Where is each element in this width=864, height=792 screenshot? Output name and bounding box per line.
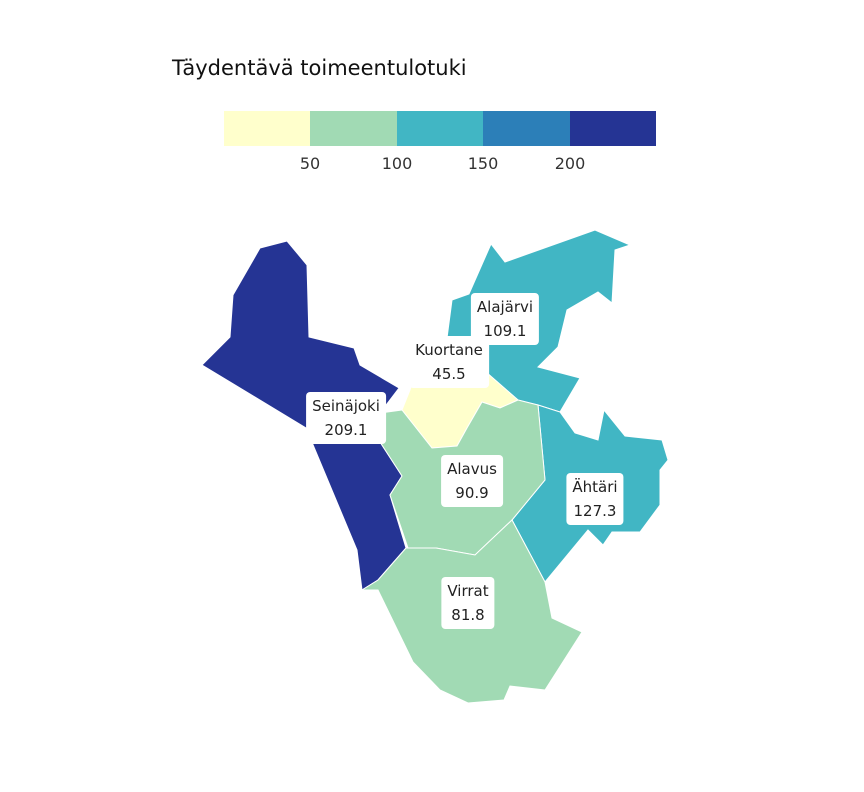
legend-swatch-5	[569, 111, 657, 146]
legend-tick-100: 100	[381, 154, 413, 173]
region-label-kuortane: Kuortane 45.5	[409, 336, 489, 388]
region-name: Alajärvi	[476, 298, 534, 316]
region-value: 209.1	[324, 421, 368, 439]
region-name: Alavus	[447, 460, 497, 478]
legend-tick-200: 200	[554, 154, 586, 173]
region-name: Ähtäri	[572, 478, 618, 496]
region-value: 127.3	[573, 502, 617, 520]
region-value: 81.8	[451, 606, 485, 624]
legend-swatch-2	[310, 111, 397, 146]
map-title: Täydentävä toimeentulotuki	[172, 56, 467, 80]
region-value: 45.5	[432, 365, 466, 383]
legend-color-bar	[224, 111, 657, 146]
region-value: 90.9	[455, 484, 489, 502]
legend-tick-50: 50	[299, 154, 321, 173]
legend-swatch-3	[396, 111, 484, 146]
region-label-seinajoki: Seinäjoki 209.1	[306, 392, 386, 444]
legend-tick-150: 150	[467, 154, 499, 173]
legend-swatch-1	[224, 111, 311, 146]
region-name: Virrat	[447, 582, 489, 600]
region-name: Kuortane	[415, 341, 483, 359]
region-label-virrat: Virrat 81.8	[441, 577, 495, 629]
region-value: 109.1	[483, 322, 527, 340]
region-label-alavus: Alavus 90.9	[441, 455, 503, 507]
legend-swatch-4	[483, 111, 570, 146]
region-name: Seinäjoki	[312, 397, 380, 415]
region-label-ahtari: Ähtäri 127.3	[566, 473, 624, 525]
